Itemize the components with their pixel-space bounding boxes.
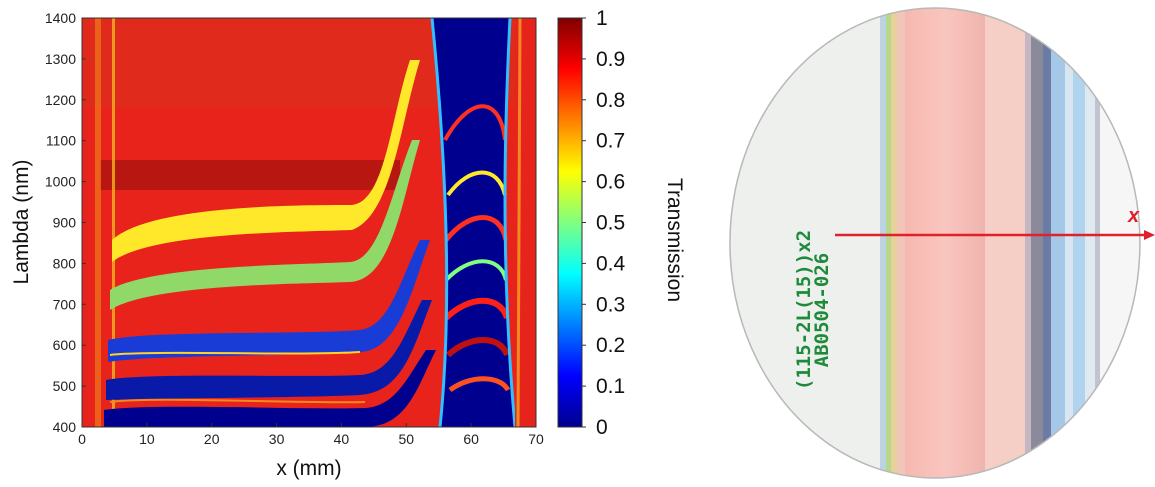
y-tick-label: 900 <box>53 215 77 231</box>
wafer-outline <box>729 7 1141 479</box>
y-tick-label: 1300 <box>45 51 76 67</box>
colorbar-tick-label: 0.1 <box>596 375 625 398</box>
colorbar-tick-label: 0.4 <box>596 252 626 275</box>
y-tick-label: 400 <box>53 419 77 435</box>
heatmap-plot: 0 10 20 30 40 50 60 70 400 500 600 700 800 900 1000 11… <box>10 10 544 480</box>
x-tick-label: 10 <box>139 431 155 447</box>
colorbar-ticks: 0 0.1 0.2 0.3 0.4 0.5 0.6 0.7 0.8 0.9 1 <box>582 7 626 439</box>
x-tick-label: 20 <box>204 431 220 447</box>
photo-axis-label: x <box>1127 205 1140 227</box>
wafer-photo: AB0504-026 (115-2L(15))x2 x <box>729 7 1155 479</box>
y-tick-label: 800 <box>53 255 77 271</box>
colorbar-tick-label: 0 <box>596 416 608 439</box>
x-tick-label: 70 <box>528 431 544 447</box>
y-tick-label: 600 <box>53 337 77 353</box>
colorbar-gradient <box>557 17 583 428</box>
y-tick-label: 1400 <box>45 10 76 26</box>
sample-label-line1: AB0504-026 <box>811 253 833 367</box>
x-axis-ticks: 0 10 20 30 40 50 60 70 <box>78 423 544 447</box>
colorbar-tick-label: 0.3 <box>596 293 625 316</box>
y-tick-label: 1100 <box>46 133 76 149</box>
colorbar-tick-label: 0.5 <box>596 212 625 235</box>
colorbar-tick-label: 0.2 <box>596 334 625 357</box>
colorbar-tick-label: 0.7 <box>596 130 625 153</box>
colorbar-tick-label: 0.6 <box>596 171 625 194</box>
y-axis-title: Lambda (nm) <box>10 160 33 285</box>
y-tick-label: 1000 <box>45 174 76 190</box>
y-tick-label: 700 <box>53 296 77 312</box>
x-axis-title: x (mm) <box>276 457 341 480</box>
x-tick-label: 30 <box>269 431 285 447</box>
colorbar: 0 0.1 0.2 0.3 0.4 0.5 0.6 0.7 0.8 0.9 1 Transmissi… <box>557 7 686 439</box>
x-tick-label: 40 <box>334 431 350 447</box>
colorbar-tick-label: 0.8 <box>596 89 625 112</box>
colorbar-tick-label: 1 <box>596 7 608 30</box>
sample-label-line2: (115-2L(15))x2 <box>793 230 815 390</box>
x-tick-label: 60 <box>463 431 479 447</box>
colorbar-label: Transmission <box>663 178 686 302</box>
y-axis-ticks: 400 500 600 700 800 900 1000 1100 1200 1300 1400 <box>45 10 86 435</box>
y-tick-label: 500 <box>53 378 77 394</box>
y-tick-label: 1200 <box>45 92 76 108</box>
x-tick-label: 0 <box>78 431 86 447</box>
heatmap-image <box>82 18 536 427</box>
colorbar-tick-label: 0.9 <box>596 48 625 71</box>
x-tick-label: 50 <box>398 431 414 447</box>
arrow-head-icon <box>1144 230 1155 240</box>
